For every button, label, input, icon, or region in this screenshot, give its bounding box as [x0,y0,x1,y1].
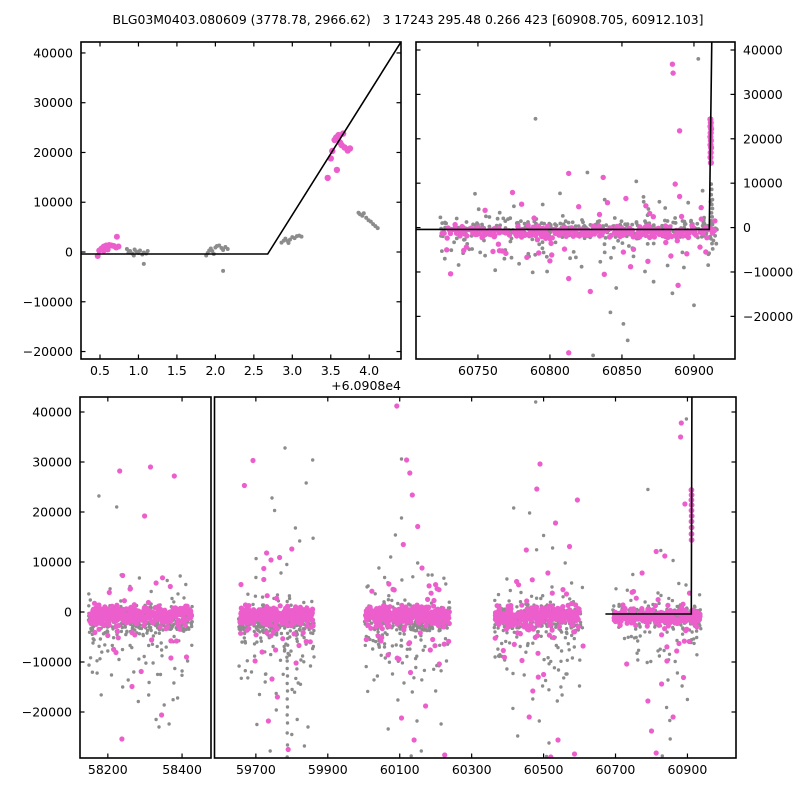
zoom-window-xtick-label: 3.0 [282,363,302,378]
full-lc-recent-ticks [255,397,736,758]
recent-season-ytick-label: 20000 [743,131,783,146]
zoom-window-tick-labels: 0.5 1.0 1.5 2.0 2.5 3.0 3.5 4.0 −20000 −10000 0 100… [23,45,401,393]
full-lc-recent-points-pink [237,403,703,758]
full-lc-recent-model-line [605,397,693,615]
zoom-window-xtick-label: 1.5 [167,363,187,378]
figure-title: BLG03M0403.080609 (3778.78, 2966.62) 3 1… [112,12,704,27]
zoom-window-xtick-label: 4.0 [359,363,379,378]
zoom-window-ytick-label: 10000 [33,195,73,210]
full-lc-early-ytick-label: 40000 [32,405,72,420]
zoom-window-ticks [81,42,401,359]
zoom-window-ytick-label: −20000 [23,344,73,359]
full-lc-early-tick-labels: 58200 58400 −20000 −10000 0 10000 20000 30000 40… [22,405,202,778]
recent-season-xtick-label: 60800 [530,363,570,378]
full-lc-recent-tick-labels: 59700 59900 60100 60300 60500 60700 60900 [236,762,707,777]
recent-season-ytick-label: −20000 [743,309,793,324]
recent-season-xtick-label: 60900 [674,363,714,378]
full-lc-recent-xtick-label: 60700 [596,762,636,777]
recent-season-ytick-label: 40000 [743,42,783,57]
zoom-window-model-line [81,42,401,255]
full-lc-recent-xtick-label: 59700 [236,762,276,777]
full-lc-early-ytick-label: 30000 [32,455,72,470]
full-lc-early-ticks [80,397,183,758]
zoom-window-ytick-label: 40000 [33,45,73,60]
full-lc-recent-points-gray [236,400,703,758]
full-lc-recent-xtick-label: 60500 [524,762,564,777]
zoom-window-frame [80,41,402,360]
zoom-window-ytick-label: −10000 [23,294,73,309]
zoom-window-points-gray [124,210,380,273]
zoom-window-xtick-label: 3.5 [321,363,341,378]
panel-full-lc-early [86,464,195,742]
zoom-window-ytick-label: 30000 [33,95,73,110]
zoom-window-xtick-label: 0.5 [90,363,110,378]
zoom-window-xtick-label: 2.5 [244,363,264,378]
full-lc-early-xtick-label: 58400 [162,762,202,777]
full-lc-early-ytick-label: 0 [64,605,72,620]
recent-season-tick-labels: 60750 60800 60850 60900 −20000 −10000 0 10000 20… [458,42,793,378]
full-lc-recent-xtick-label: 60900 [668,762,708,777]
full-lc-early-ytick-label: −20000 [22,705,72,720]
full-lc-recent-xtick-label: 60100 [380,762,420,777]
full-lc-recent-xtick-label: 60300 [452,762,492,777]
full-lc-early-ytick-label: 10000 [32,555,72,570]
full-lc-recent-frame [213,396,737,759]
recent-season-model-line [416,42,713,231]
full-lc-early-frame [79,396,212,759]
panel-recent-season [416,42,719,358]
zoom-window-xtick-label: 1.0 [129,363,149,378]
recent-season-frame [415,41,736,360]
recent-season-ytick-label: 10000 [743,176,783,191]
panel-zoom-window [81,42,401,273]
recent-season-xtick-label: 60850 [602,363,642,378]
recent-season-ytick-label: 0 [743,220,751,235]
panel-full-lc-recent [236,397,703,758]
zoom-window-points-pink [94,130,354,259]
full-lc-early-ytick-label: 20000 [32,505,72,520]
full-lc-early-xtick-label: 58200 [88,762,128,777]
full-lc-recent-xtick-label: 59900 [308,762,348,777]
recent-season-ytick-label: −10000 [743,264,793,279]
recent-season-xtick-label: 60750 [458,363,498,378]
recent-season-ytick-label: 30000 [743,87,783,102]
zoom-window-ytick-label: 0 [65,245,73,260]
recent-season-ticks [416,42,735,359]
full-lc-early-points-pink [87,464,194,742]
recent-season-points-pink [439,61,718,356]
full-lc-early-ytick-label: −10000 [22,655,72,670]
zoom-window-x-offset-label: +6.0908e4 [331,378,401,393]
zoom-window-ytick-label: 20000 [33,145,73,160]
zoom-window-xtick-label: 2.0 [205,363,225,378]
